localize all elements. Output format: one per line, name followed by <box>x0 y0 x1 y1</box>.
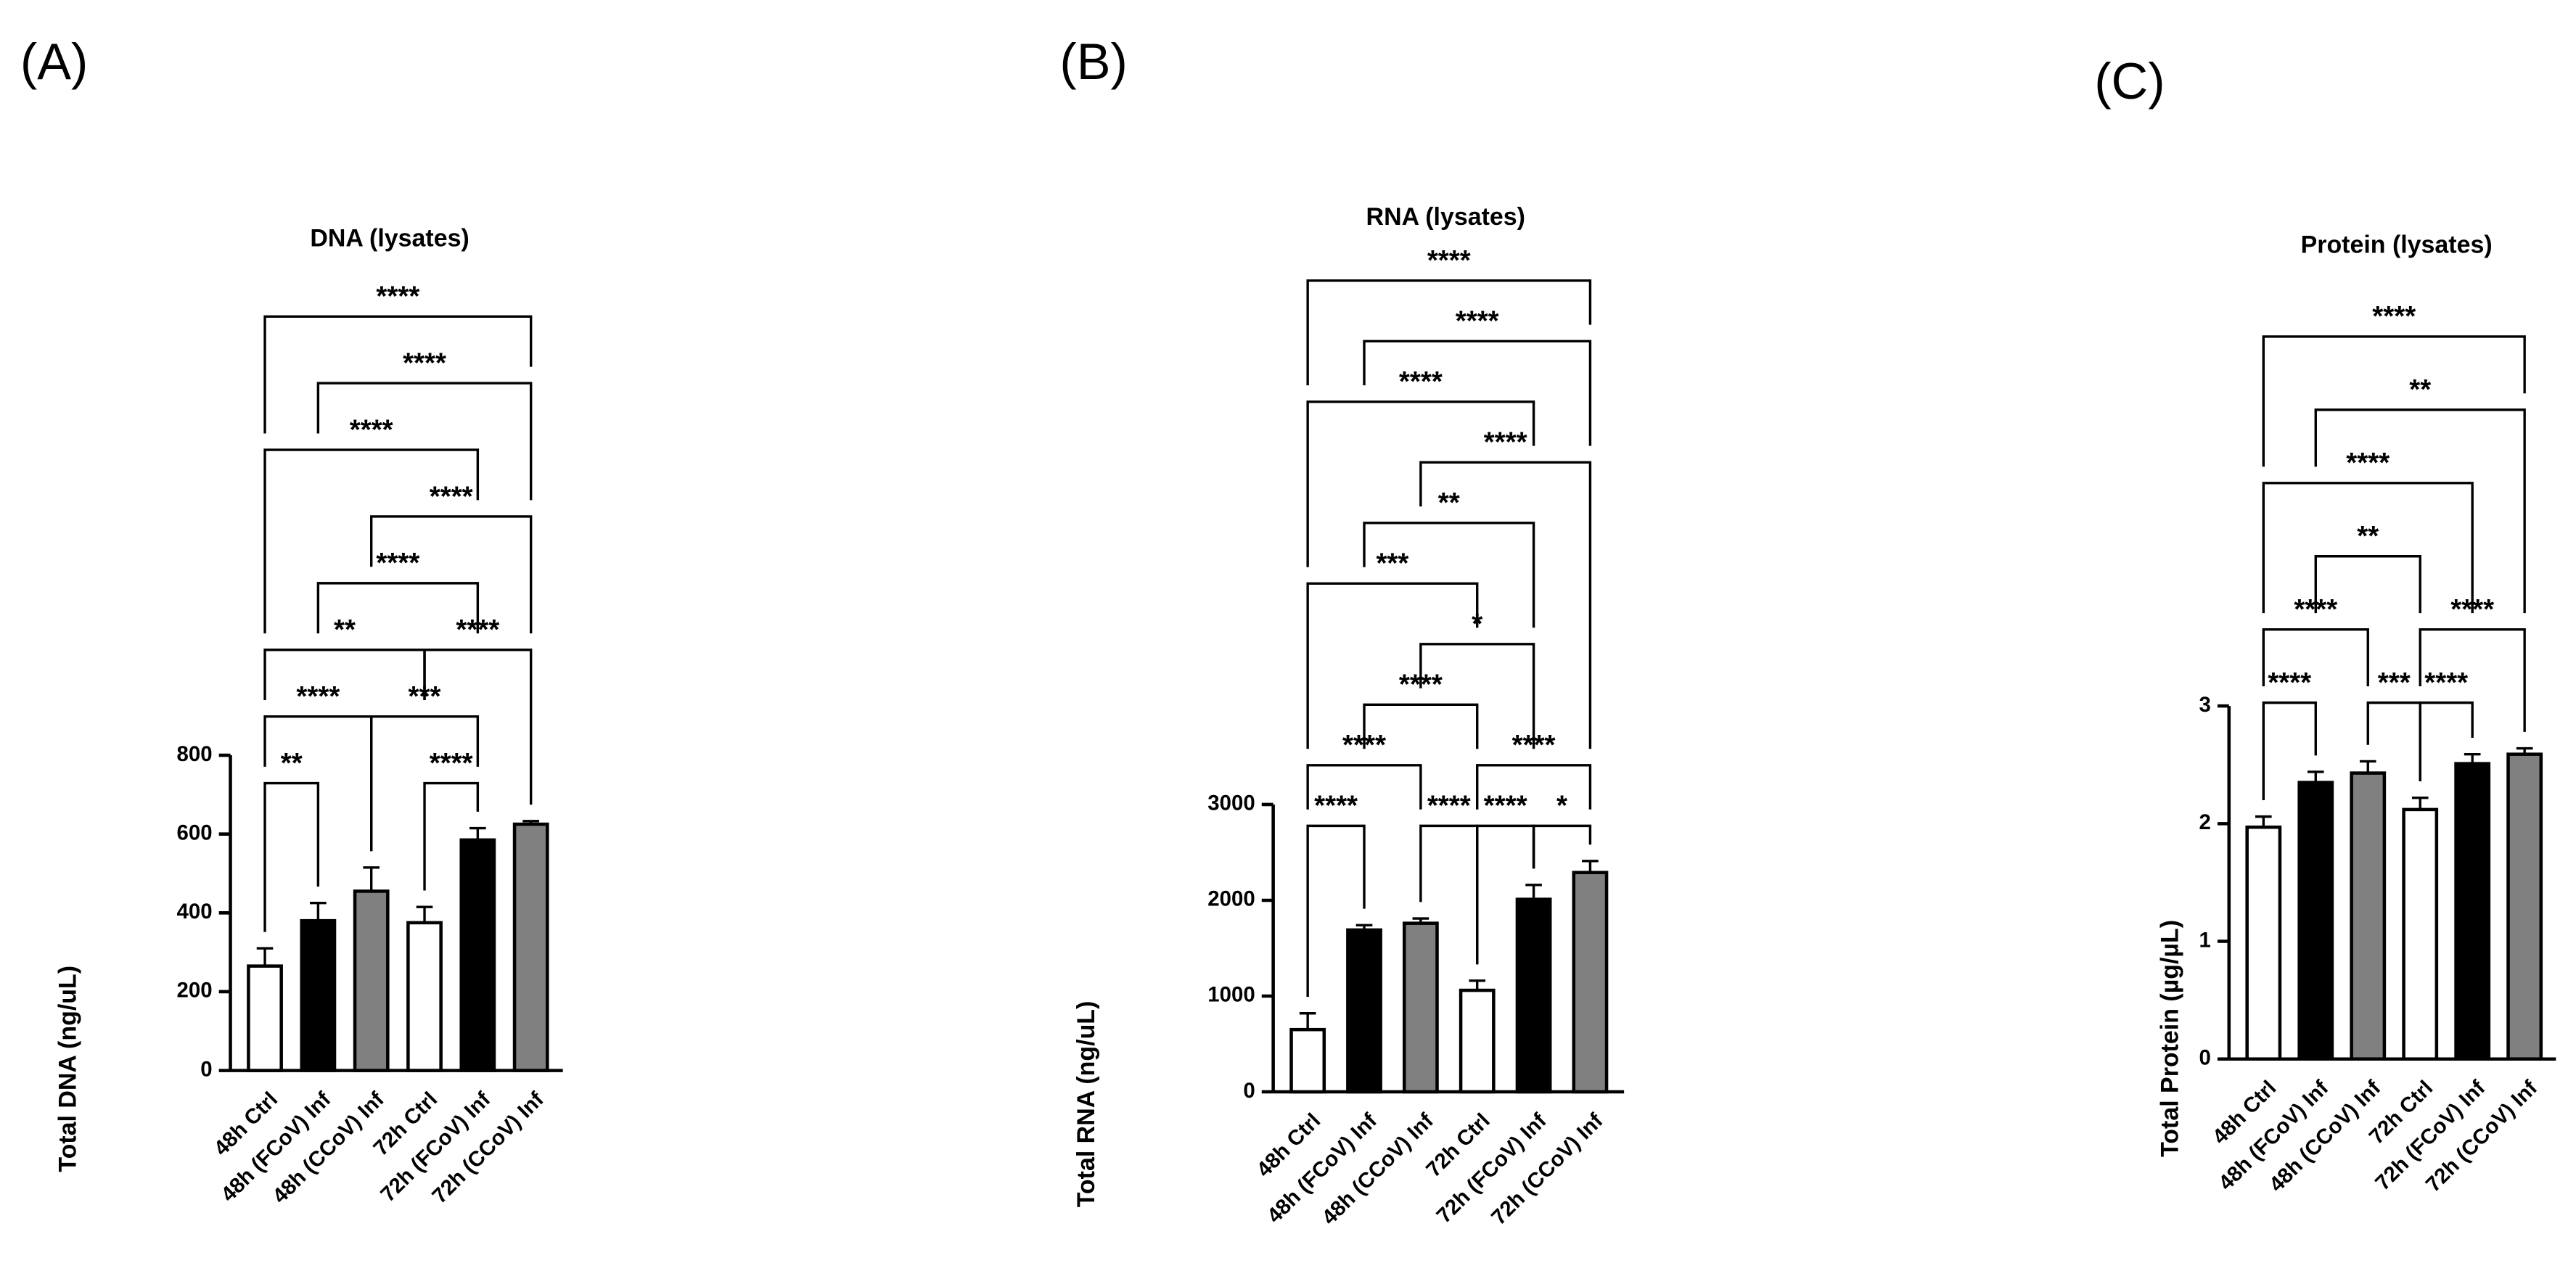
bar <box>1572 871 1609 1094</box>
significance-label: **** <box>1314 791 1358 822</box>
significance-label: *** <box>2378 667 2411 699</box>
y-tick-label: 600 <box>177 821 213 844</box>
significance-label: **** <box>403 347 446 379</box>
significance-label: ** <box>281 748 303 779</box>
y-tick-label: 1 <box>2199 928 2211 952</box>
significance-bracket <box>2262 482 2474 614</box>
significance-bracket <box>316 582 480 634</box>
significance-label: **** <box>1399 366 1443 398</box>
y-tick-label: 1000 <box>1207 983 1255 1007</box>
significance-bracket <box>2262 335 2526 467</box>
significance-bracket <box>263 649 426 701</box>
bar <box>2506 752 2543 1061</box>
bar <box>1289 1027 1326 1094</box>
bar <box>459 838 496 1072</box>
significance-label: **** <box>1484 427 1527 458</box>
y-tick-label: 2000 <box>1207 887 1255 911</box>
significance-bracket <box>1363 703 1479 749</box>
y-axis-label: Total RNA (ng/uL) <box>1072 1001 1100 1208</box>
bar <box>2297 781 2334 1061</box>
significance-label: ** <box>2409 374 2431 406</box>
significance-bracket <box>1419 643 1535 749</box>
significance-label: **** <box>350 414 393 445</box>
bar <box>1346 928 1382 1094</box>
bar <box>2245 825 2282 1061</box>
significance-bracket <box>2419 701 2474 782</box>
chart-title: RNA (lysates) <box>1366 203 1525 231</box>
significance-bracket <box>1306 824 1366 998</box>
bar <box>2402 807 2439 1061</box>
significance-bracket <box>370 715 480 852</box>
y-tick-label: 3000 <box>1207 791 1255 815</box>
significance-bracket <box>1306 582 1479 749</box>
significance-bracket <box>1306 279 1592 386</box>
significance-label: **** <box>1456 306 1499 337</box>
significance-label: **** <box>376 548 419 579</box>
significance-bracket <box>2366 701 2421 782</box>
y-tick-label: 0 <box>200 1057 212 1081</box>
significance-bracket <box>1306 400 1535 567</box>
significance-label: **** <box>1427 245 1471 276</box>
significance-bracket <box>263 781 320 932</box>
significance-bracket <box>1363 522 1535 628</box>
bar <box>247 964 283 1072</box>
bar <box>2454 762 2491 1061</box>
bar <box>512 822 549 1072</box>
significance-bracket <box>2314 555 2421 614</box>
significance-bracket <box>1476 764 1592 810</box>
bar <box>2350 771 2387 1061</box>
significance-bracket <box>2419 628 2526 732</box>
chart-title: Protein (lysates) <box>2301 231 2493 258</box>
significance-bracket <box>1363 340 1592 446</box>
bar <box>1515 897 1552 1094</box>
significance-bracket <box>423 781 480 891</box>
significance-label: ** <box>1438 488 1460 519</box>
y-axis-label: Total Protein (µg/µL) <box>2157 920 2184 1157</box>
bar <box>406 921 443 1072</box>
panel-label: (A) <box>20 33 89 90</box>
significance-bracket <box>370 515 533 634</box>
significance-bracket <box>2262 701 2317 800</box>
bar <box>1402 921 1439 1094</box>
y-tick-label: 0 <box>2199 1046 2211 1070</box>
y-tick-label: 800 <box>177 742 213 766</box>
bar <box>1459 988 1496 1094</box>
significance-label: **** <box>2424 667 2468 699</box>
bar <box>300 918 337 1072</box>
chart-title: DNA (lysates) <box>310 224 469 252</box>
significance-label: **** <box>376 281 419 313</box>
significance-bracket <box>1306 764 1422 810</box>
significance-label: **** <box>1484 791 1527 822</box>
significance-bracket <box>1532 824 1592 869</box>
significance-bracket <box>263 315 533 434</box>
significance-bracket <box>1419 461 1592 749</box>
significance-bracket <box>2262 628 2369 686</box>
y-tick-label: 200 <box>177 979 213 1003</box>
significance-label: **** <box>1427 791 1471 822</box>
significance-label: **** <box>296 681 340 712</box>
significance-label: ** <box>334 614 356 646</box>
significance-label: **** <box>2268 667 2311 699</box>
panel-label: (C) <box>2094 52 2165 110</box>
panel-label: (B) <box>1059 33 1128 90</box>
significance-label: ** <box>2357 521 2379 552</box>
y-tick-label: 400 <box>177 900 213 924</box>
significance-bracket <box>263 448 480 634</box>
significance-bracket <box>2314 408 2526 614</box>
significance-label: **** <box>430 481 473 512</box>
significance-label: *** <box>1376 548 1408 580</box>
significance-bracket <box>1476 824 1535 965</box>
significance-label: **** <box>2372 301 2416 332</box>
y-axis-label: Total DNA (ng/uL) <box>54 966 82 1172</box>
y-tick-label: 0 <box>1243 1079 1255 1103</box>
significance-label: * <box>1556 791 1567 822</box>
significance-label: **** <box>430 748 473 779</box>
y-tick-label: 2 <box>2199 810 2211 834</box>
significance-label: **** <box>2346 448 2390 479</box>
significance-bracket <box>423 649 533 805</box>
significance-bracket <box>316 382 533 501</box>
y-tick-label: 3 <box>2199 693 2211 717</box>
bar <box>353 889 390 1072</box>
